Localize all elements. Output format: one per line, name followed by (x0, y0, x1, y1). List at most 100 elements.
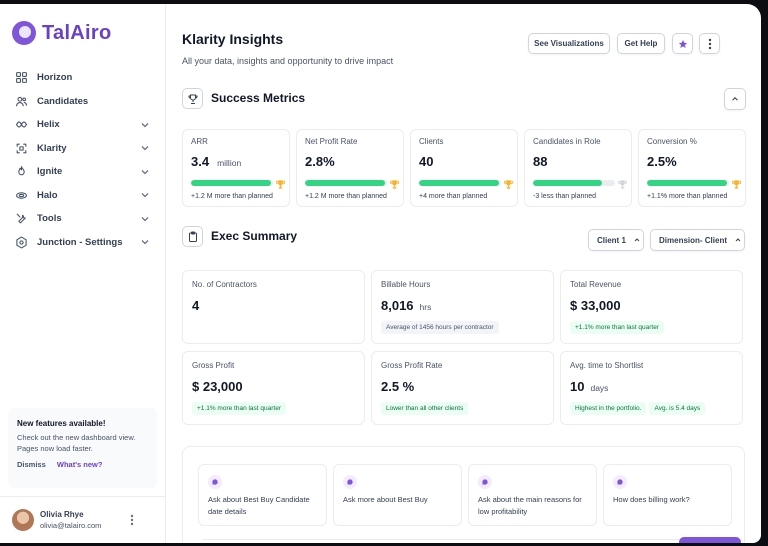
summary-label: No. of Contractors (192, 280, 257, 289)
metric-label: Conversion % (647, 137, 697, 146)
clipboard-icon (188, 231, 197, 242)
chevron-down-icon[interactable] (139, 236, 151, 248)
page-title: Klarity Insights (182, 31, 284, 47)
metric-note: +1.2 M more than planned (191, 193, 273, 200)
status-badge: Highest in the portfolio. (570, 402, 647, 415)
metric-value: 2.8% (305, 154, 335, 169)
feature-notice: New features available! Check out the ne… (8, 408, 157, 488)
dismiss-link[interactable]: Dismiss (17, 460, 46, 469)
success-metrics-title: Success Metrics (211, 91, 306, 105)
chat-bubble-icon (208, 475, 222, 489)
metric-card: Conversion % 2.5% +1.1% more than planned (638, 129, 746, 207)
status-badge: +1.1% more than last quarter (570, 321, 665, 334)
sidebar-item-label: Helix (37, 119, 60, 131)
progress-bar (647, 180, 729, 186)
chevron-down-icon[interactable] (139, 189, 151, 201)
more-vertical-icon (708, 38, 711, 49)
more-vertical-icon[interactable] (130, 514, 134, 526)
metric-value: 2.5% (647, 154, 677, 169)
exec-summary-title: Exec Summary (211, 229, 298, 243)
chevron-up-icon (735, 238, 741, 242)
chevron-down-icon[interactable] (139, 142, 151, 154)
metric-label: Candidates in Role (533, 137, 601, 146)
summary-unit: hrs (419, 302, 432, 312)
trophy-icon (503, 177, 514, 195)
summary-label: Gross Profit (192, 361, 235, 370)
summary-value: $ 33,000 (570, 298, 621, 313)
suggested-prompt[interactable]: Ask more about Best Buy (333, 464, 462, 526)
metric-note: +1.2 M more than planned (305, 193, 387, 200)
settings-icon (14, 235, 28, 249)
see-visualizations-button[interactable]: See Visualizations (528, 33, 610, 54)
prompt-text: How does billing work? (613, 495, 690, 504)
metric-card: Candidates in Role 88 -3 less than planned (524, 129, 632, 207)
sidebar-item-label: Klarity (37, 142, 67, 154)
avatar[interactable] (12, 509, 34, 531)
trophy-icon (731, 177, 742, 195)
brand-name: TalAiro (42, 21, 112, 44)
flame-icon (14, 165, 28, 179)
chat-bubble-icon (478, 475, 492, 489)
clipboard-section-icon (182, 226, 203, 247)
trophy-icon (275, 177, 286, 195)
chevron-down-icon[interactable] (139, 213, 151, 225)
chat-bubble-icon (343, 475, 357, 489)
metric-label: Clients (419, 137, 444, 146)
summary-value: $ 23,000 (192, 379, 243, 394)
chevron-down-icon[interactable] (139, 119, 151, 131)
metric-card: ARR 3.4 million +1.2 M more than planned (182, 129, 290, 207)
sidebar-item-tools[interactable]: Tools (8, 207, 157, 231)
client-filter-select[interactable]: Client 1 (588, 229, 644, 251)
notice-title: New features available! (17, 419, 106, 428)
summary-card: Gross Profit Rate 2.5 % Lower than all oth… (371, 351, 554, 425)
sidebar: TalAiro Horizon Candidates Helix Klarity Ign… (0, 4, 166, 543)
summary-label: Avg. time to Shortlist (570, 361, 644, 370)
sidebar-item-helix[interactable]: Helix (8, 113, 157, 137)
prompt-text: Ask about Best Buy Candidate date detail… (208, 495, 310, 516)
send-button[interactable] (679, 537, 741, 543)
ask-input[interactable] (202, 539, 726, 543)
metric-note: +1.1% more than planned (647, 193, 728, 200)
sidebar-item-label: Horizon (37, 72, 73, 84)
sidebar-item-ignite[interactable]: Ignite (8, 160, 157, 184)
suggested-prompt[interactable]: Ask about Best Buy Candidate date detail… (198, 464, 327, 526)
sidebar-item-junction-settings[interactable]: Junction - Settings (8, 231, 157, 255)
tag-row: Lower than all other clients (381, 394, 544, 415)
sidebar-item-label: Tools (37, 213, 62, 225)
user-profile: Olivia Rhye olivia@talairo.com (0, 496, 166, 543)
metric-value: 40 (419, 154, 434, 169)
whats-new-link[interactable]: What's new? (56, 460, 103, 469)
more-options-button[interactable] (699, 33, 720, 54)
summary-value: 10 days (570, 379, 609, 394)
sidebar-item-halo[interactable]: Halo (8, 184, 157, 208)
metric-value: 88 (533, 154, 548, 169)
logo-icon (12, 21, 36, 45)
metric-note: -3 less than planned (533, 193, 597, 200)
ai-chat-panel: Ask about Best Buy Candidate date detail… (182, 446, 745, 543)
suggested-prompt[interactable]: Ask about the main reasons for low profi… (468, 464, 597, 526)
sidebar-item-candidates[interactable]: Candidates (8, 90, 157, 114)
progress-fill (647, 180, 728, 186)
metric-unit: million (217, 158, 242, 168)
sidebar-item-horizon[interactable]: Horizon (8, 66, 157, 90)
helix-icon (14, 118, 28, 132)
summary-label: Billable Hours (381, 280, 431, 289)
summary-value: 2.5 % (381, 379, 415, 394)
brand-logo[interactable]: TalAiro (8, 4, 157, 62)
trophy-icon (389, 177, 400, 195)
sidebar-item-klarity[interactable]: Klarity (8, 137, 157, 161)
chat-bubble-icon (613, 475, 627, 489)
status-badge: +1.1% more than last quarter (192, 402, 287, 415)
dimension-filter-select[interactable]: Dimension- Client (650, 229, 745, 251)
trophy-section-icon (182, 88, 203, 109)
tag-row: Highest in the portfolio. Avg. is 5.4 day… (570, 394, 733, 415)
get-help-button[interactable]: Get Help (617, 33, 665, 54)
suggested-prompt[interactable]: How does billing work? (603, 464, 732, 526)
page-subtitle: All your data, insights and opportunity … (182, 56, 394, 66)
progress-bar (419, 180, 501, 186)
tag-row: Average of 1456 hours per contractor (381, 313, 544, 334)
collapse-button[interactable] (724, 88, 746, 110)
favorite-button[interactable] (672, 33, 693, 54)
metric-value: 3.4 million (191, 154, 242, 169)
chevron-down-icon[interactable] (139, 166, 151, 178)
